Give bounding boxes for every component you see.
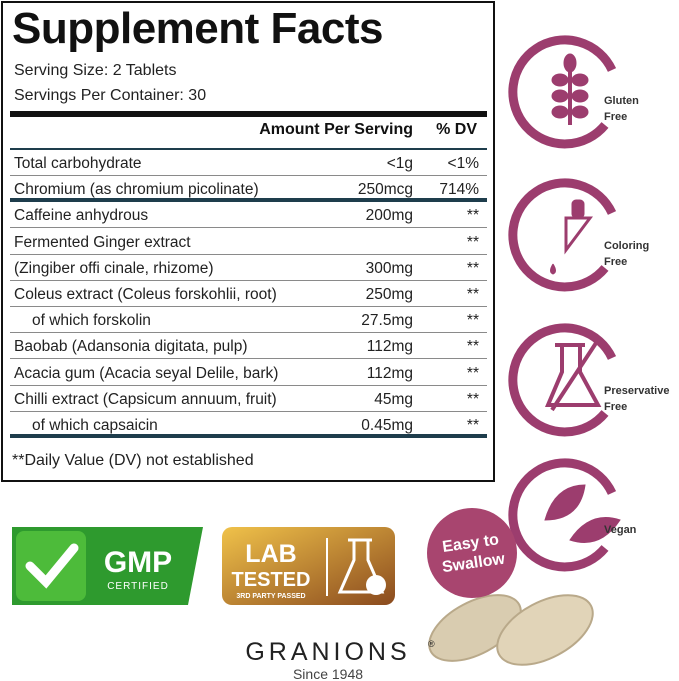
amount: 45mg [374, 390, 413, 408]
badge-label: Free [604, 111, 627, 123]
daily-value: ** [466, 259, 479, 277]
ingredient: of which forskolin [32, 312, 151, 330]
amount: <1g [386, 155, 413, 172]
check-icon [366, 575, 386, 595]
daily-value: ** [466, 312, 479, 330]
badge-rings [508, 35, 617, 572]
lab-subtitle: 3RD PARTY PASSED [236, 593, 305, 600]
ingredient: Coleus extract (Coleus forskohlii, root) [14, 286, 277, 303]
dv-header: % DV [436, 121, 477, 138]
ingredient: Baobab (Adansonia digitata, pulp) [14, 338, 248, 356]
badge-label: Gluten [604, 95, 639, 107]
gmp-subtitle: CERTIFIED [107, 581, 169, 592]
header-rule [10, 148, 487, 150]
amount: 112mg [366, 338, 413, 356]
badge-label: Free [604, 401, 627, 413]
ingredient: of which capsaicin [32, 417, 158, 434]
daily-value: 714% [439, 181, 479, 199]
facts-row: Acacia gum (Acacia seyal Delile, bark) 11… [10, 360, 487, 386]
daily-value: <1% [447, 155, 479, 172]
servings-per-container: Servings Per Container: 30 [14, 87, 207, 104]
facts-row: Chilli extract (Capsicum annuum, fruit) 4… [10, 386, 487, 412]
lab-title: LAB [245, 540, 296, 568]
daily-value: ** [466, 364, 479, 382]
amount: 200mg [365, 207, 413, 225]
daily-value: ** [466, 390, 479, 408]
daily-value: ** [466, 417, 479, 434]
amount: 0.45mg [361, 417, 413, 434]
facts-row: Chromium (as chromium picolinate) 250mcg 7… [10, 176, 487, 203]
ingredient: Chromium (as chromium picolinate) [14, 181, 259, 199]
ingredient: Total carbohydrate [14, 155, 142, 172]
footnote: **Daily Value (DV) not established [12, 452, 254, 469]
daily-value: ** [466, 286, 479, 303]
ingredient: Acacia gum (Acacia seyal Delile, bark) [14, 364, 279, 382]
facts-row: of which forskolin 27.5mg ** [10, 307, 487, 334]
flask-icon [337, 538, 385, 594]
brand-name: GRANIONS [245, 638, 410, 666]
facts-row: (Zingiber offi cinale, rhizome) 300mg ** [10, 255, 487, 281]
ingredient: Chilli extract (Capsicum annuum, fruit) [14, 390, 277, 408]
facts-row: Coleus extract (Coleus forskohlii, root)… [10, 281, 487, 307]
amount: 300mg [365, 259, 413, 277]
facts-row: of which capsaicin 0.45mg ** [10, 412, 487, 438]
amount: 250mg [365, 286, 413, 303]
serving-size: Serving Size: 2 Tablets [14, 62, 177, 79]
facts-row: Fermented Ginger extract ** [10, 229, 487, 255]
ingredient: (Zingiber offi cinale, rhizome) [14, 259, 214, 277]
gmp-title: GMP [104, 546, 172, 579]
amount: 27.5mg [361, 312, 413, 330]
badge-icons [544, 53, 621, 543]
ingredient: Caffeine anhydrous [14, 207, 149, 225]
brand-since: Since 1948 [293, 666, 363, 681]
facts-panel [1, 1, 495, 482]
badge-label: Vegan [604, 524, 637, 536]
daily-value: ** [466, 338, 479, 356]
lab-title: TESTED [232, 569, 311, 591]
badge-label: Preservative [604, 385, 669, 397]
facts-row: Total carbohydrate <1g <1% [10, 150, 487, 176]
tablets [428, 594, 594, 666]
badge-label: Free [604, 256, 627, 268]
callout-bubble [427, 508, 517, 598]
facts-title: Supplement Facts [12, 4, 383, 53]
ingredient: Fermented Ginger extract [14, 233, 191, 251]
daily-value: ** [466, 233, 479, 251]
amount: 250mcg [357, 181, 413, 199]
daily-value: ** [466, 207, 479, 225]
thick-rule [10, 111, 487, 117]
gmp-check [25, 543, 79, 589]
facts-row: Caffeine anhydrous 200mg ** [10, 202, 487, 229]
badge-labels: Gluten Free Coloring Free Preservative F… [604, 95, 669, 536]
amount: 112mg [366, 364, 413, 382]
brand-mark: ® [428, 639, 435, 649]
lab-badge [222, 527, 395, 605]
amount-header: Amount Per Serving [259, 121, 413, 138]
facts-row: Baobab (Adansonia digitata, pulp) 112mg ** [10, 333, 487, 360]
badge-label: Coloring [604, 240, 649, 252]
